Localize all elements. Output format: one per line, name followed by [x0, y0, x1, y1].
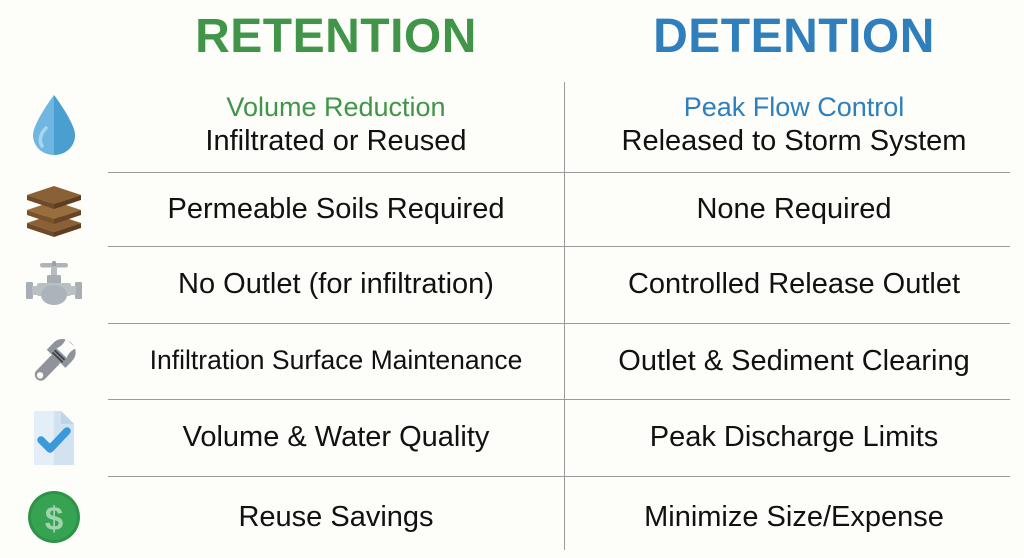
header-cell-retention: RETENTION: [108, 0, 564, 78]
row-icon-cell: [0, 323, 108, 399]
header-cell-detention: DETENTION: [564, 0, 1024, 78]
valve-faucet-icon: [21, 252, 87, 318]
cell-text: Controlled Release Outlet: [627, 268, 961, 301]
table-row: No Outlet (for infiltration) Controlled …: [0, 246, 1024, 323]
table-row: $ Reuse Savings Minimize Size/Expense: [0, 476, 1024, 558]
cell-text: None Required: [696, 192, 892, 225]
header-icon-spacer: [0, 0, 108, 78]
table-row: Permeable Soils Required None Required: [0, 172, 1024, 246]
cell-text: Volume & Water Quality: [182, 421, 490, 454]
detention-title: DETENTION: [653, 10, 935, 63]
row-icon-cell: [0, 78, 108, 172]
row-icon-cell: [0, 172, 108, 246]
row-icon-cell: $: [0, 476, 108, 558]
cell-retention: Permeable Soils Required: [108, 172, 564, 246]
wrench-icon: [21, 328, 87, 394]
cell-retention: Volume & Water Quality: [108, 399, 564, 476]
soil-layers-icon: [21, 176, 87, 242]
document-check-icon: [21, 405, 87, 471]
cell-detention: None Required: [564, 172, 1024, 246]
cell-retention: Volume Reduction Infiltrated or Reused: [108, 78, 564, 172]
header-row: RETENTION DETENTION: [0, 0, 1024, 78]
column-divider: [564, 82, 565, 550]
cell-subtitle: Volume Reduction: [226, 92, 446, 123]
row-icon-cell: [0, 399, 108, 476]
table-row: Volume & Water Quality Peak Discharge Li…: [0, 399, 1024, 476]
cell-retention: Reuse Savings: [108, 476, 564, 558]
cell-text: Permeable Soils Required: [167, 192, 505, 225]
cell-text: Infiltration Surface Maintenance: [149, 345, 523, 376]
cell-text: Peak Discharge Limits: [649, 421, 939, 454]
dollar-coin-icon: $: [21, 484, 87, 550]
cell-retention: Infiltration Surface Maintenance: [108, 323, 564, 399]
cell-text: Infiltrated or Reused: [205, 124, 467, 157]
cell-detention: Outlet & Sediment Clearing: [564, 323, 1024, 399]
table-row: Volume Reduction Infiltrated or Reused P…: [0, 78, 1024, 172]
cell-detention: Minimize Size/Expense: [564, 476, 1024, 558]
cell-detention: Controlled Release Outlet: [564, 246, 1024, 323]
cell-text: Released to Storm System: [621, 124, 967, 157]
cell-retention: No Outlet (for infiltration): [108, 246, 564, 323]
table-row: Infiltration Surface Maintenance Outlet …: [0, 323, 1024, 399]
cell-subtitle: Peak Flow Control: [683, 92, 905, 123]
cell-text: Reuse Savings: [238, 500, 434, 533]
retention-title: RETENTION: [195, 10, 477, 63]
cell-text: Minimize Size/Expense: [644, 500, 944, 533]
row-icon-cell: [0, 246, 108, 323]
cell-text: No Outlet (for infiltration): [178, 268, 494, 301]
comparison-table-body: Volume Reduction Infiltrated or Reused P…: [0, 78, 1024, 558]
cell-detention: Peak Flow Control Released to Storm Syst…: [564, 78, 1024, 172]
svg-text:$: $: [45, 500, 63, 537]
cell-detention: Peak Discharge Limits: [564, 399, 1024, 476]
cell-text: Outlet & Sediment Clearing: [618, 344, 970, 377]
water-droplet-icon: [21, 92, 87, 158]
